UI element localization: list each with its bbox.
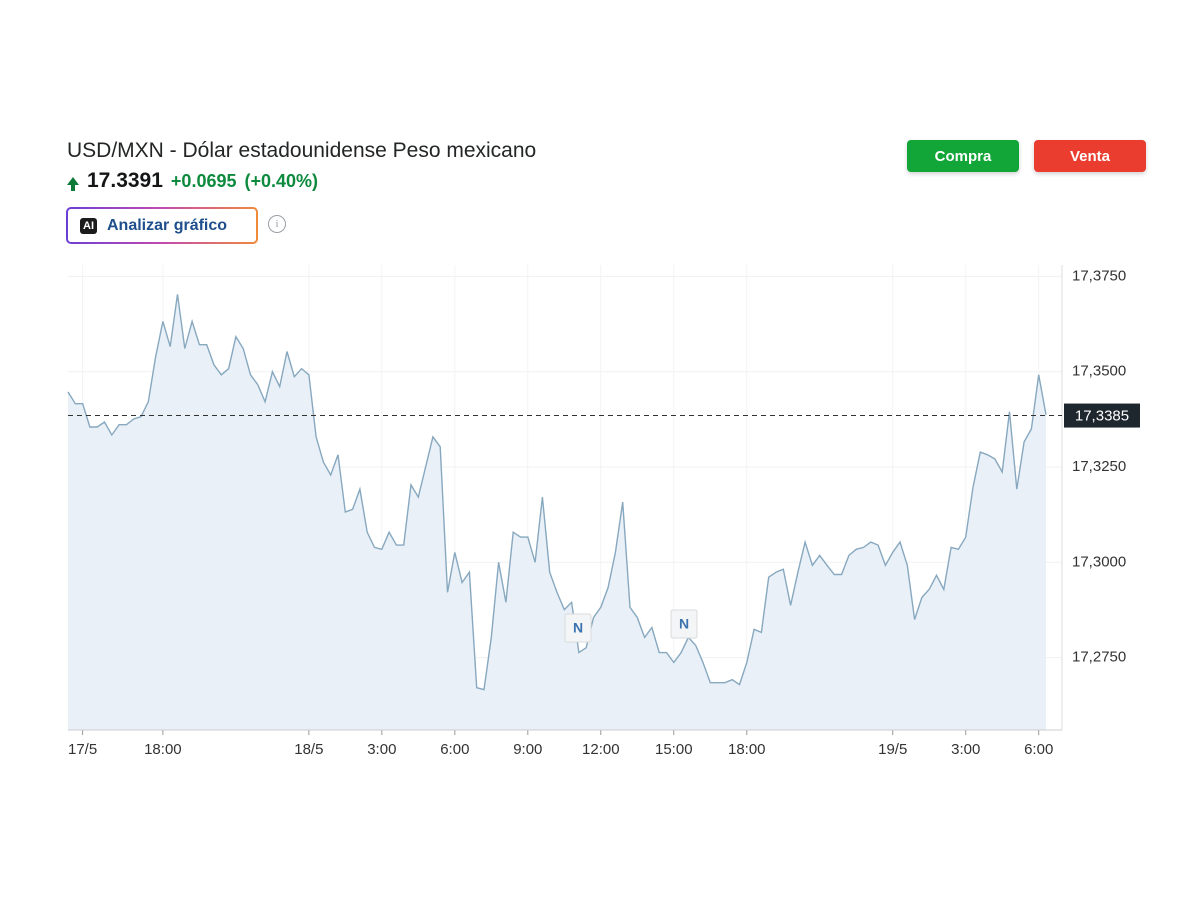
last-price-label: 17,3385 [1075,408,1129,425]
x-tick-label: 6:00 [1024,741,1053,758]
y-tick-label: 17,2750 [1072,649,1126,666]
x-tick-label: 18:00 [728,741,766,758]
news-label: N [679,616,689,632]
change: +0.0695 [170,171,237,191]
line [67,294,1047,691]
sell-button[interactable]: Venta [1034,140,1146,172]
x-tick-label: 9:00 [513,741,542,758]
x-tick-label: 3:00 [367,741,396,758]
x-tick-label: 17/5 [68,741,97,758]
price: 17.3391 [87,169,163,192]
x-tick-label: 12:00 [582,741,620,758]
last-price-box [1064,403,1140,428]
y-tick-label: 17,3750 [1072,267,1126,284]
y-tick-label: 17,3000 [1072,553,1126,570]
news-marker [670,609,698,639]
ai-badge: AI [80,217,97,234]
news-label: N [573,620,583,636]
x-tick-label: 18/5 [294,741,323,758]
info-icon[interactable]: i [268,215,286,233]
y-tick-label: 17,3500 [1072,363,1126,380]
buy-button[interactable]: Compra [907,140,1019,172]
analyze-label: Analizar gráfico [107,216,228,234]
news-marker [564,613,592,643]
analyze-button[interactable]: AI Analizar gráfico [66,207,258,244]
y-tick-label: 17,3250 [1072,458,1126,475]
price-row: 17.3391 +0.0695 (+0.40%) [67,169,318,193]
area [68,294,1046,730]
x-tick-label: 15:00 [655,741,693,758]
instrument-title: USD/MXN - Dólar estadounidense Peso mexi… [67,139,537,162]
change-percent: (+0.40%) [244,171,319,191]
x-tick-label: 3:00 [951,741,980,758]
x-tick-label: 18:00 [144,741,182,758]
x-tick-label: 6:00 [440,741,469,758]
x-tick-label: 19/5 [878,741,907,758]
analyze-inner: AI Analizar gráfico [68,209,256,242]
up-arrow [67,177,79,191]
